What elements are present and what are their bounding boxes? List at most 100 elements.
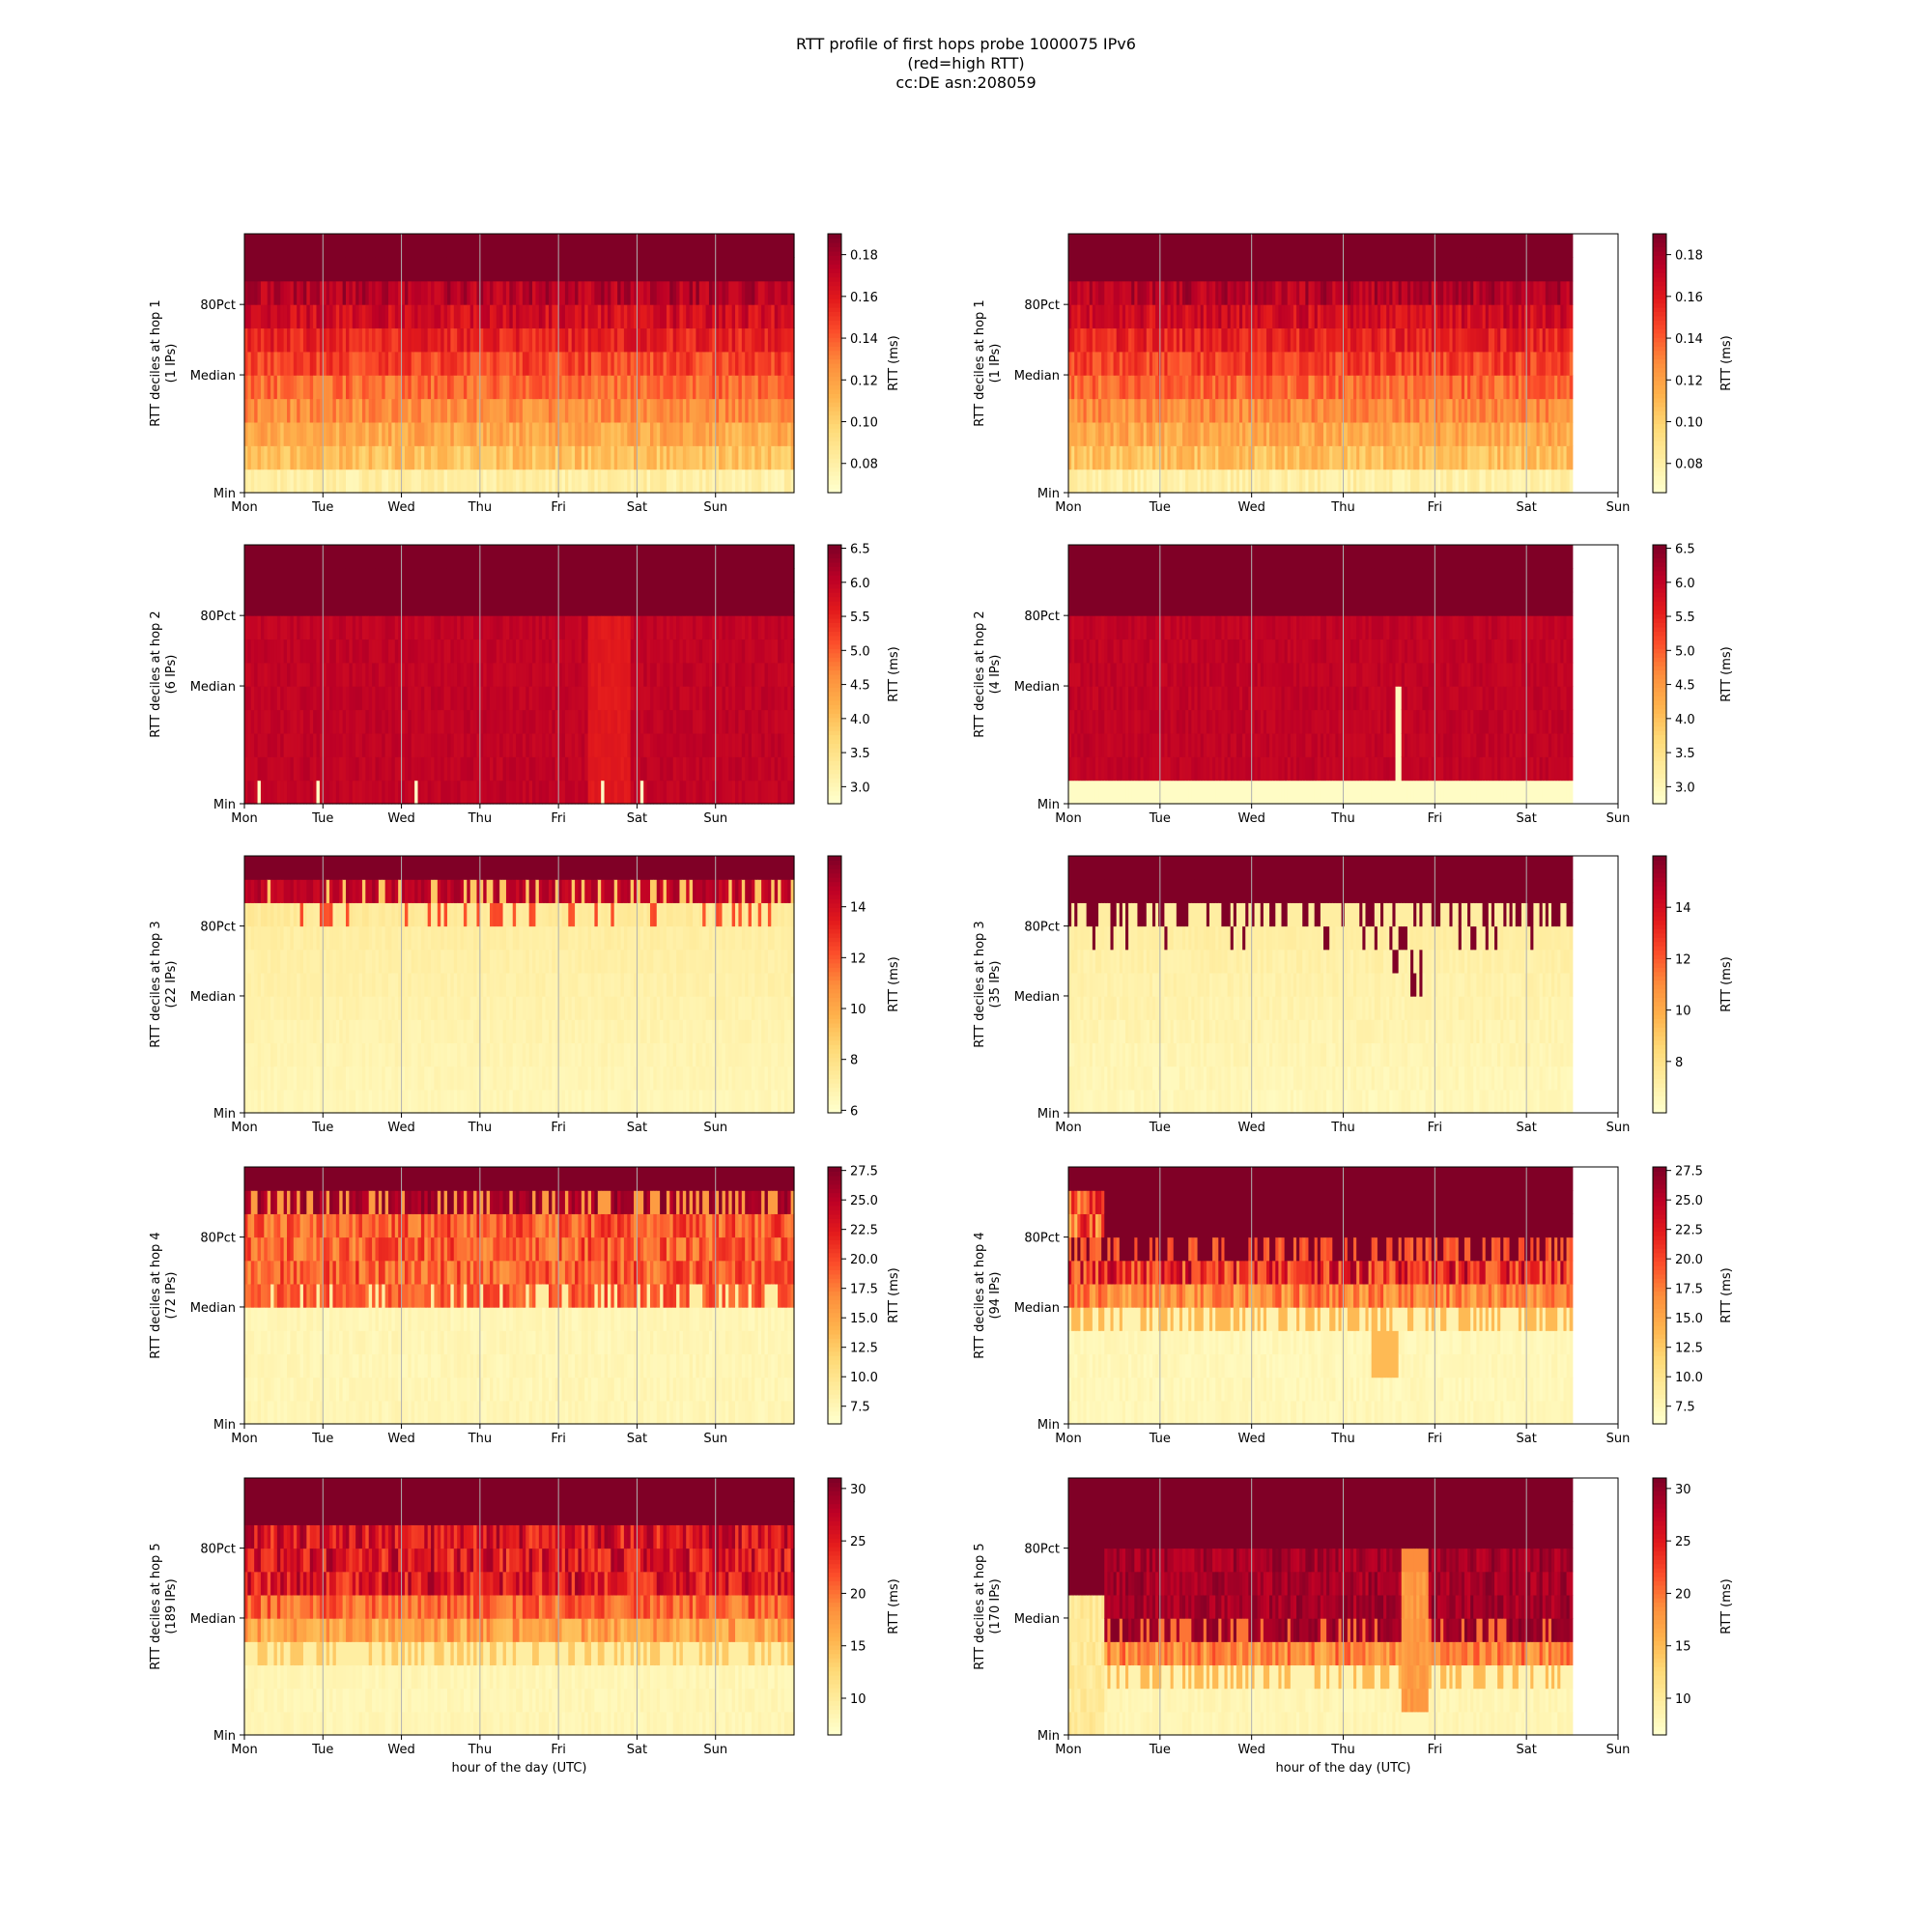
- heatmap-cell: [411, 445, 415, 470]
- heatmap-cell: [479, 469, 484, 494]
- heatmap-cell: [519, 327, 524, 353]
- heatmap-cell: [493, 327, 497, 353]
- heatmap-cell: [276, 351, 281, 376]
- heatmap-cell: [545, 469, 550, 494]
- heatmap-cell: [414, 280, 419, 305]
- heatmap-cell: [617, 398, 622, 423]
- colorbar-segment: [1653, 402, 1666, 408]
- heatmap-cell: [490, 351, 495, 376]
- heatmap-cell: [463, 351, 468, 376]
- heatmap-cell: [270, 421, 275, 446]
- heatmap-cell: [368, 351, 373, 376]
- heatmap-cell: [676, 398, 681, 423]
- heatmap-cell: [309, 375, 314, 400]
- heatmap-cell: [490, 375, 495, 400]
- heatmap-cell: [313, 421, 318, 446]
- colorbar-segment: [828, 397, 841, 403]
- heatmap-cell: [273, 421, 278, 446]
- colorbar-tick-label: 0.10: [850, 416, 878, 431]
- heatmap-cell: [637, 280, 641, 305]
- heatmap-cell: [437, 375, 441, 400]
- colorbar-segment: [828, 355, 841, 360]
- heatmap-cell: [637, 421, 641, 446]
- heatmap-cell: [564, 469, 569, 494]
- heatmap-cell: [584, 398, 589, 423]
- colorbar-segment: [828, 298, 841, 304]
- heatmap-cell: [693, 398, 696, 423]
- heatmap-cell: [542, 280, 547, 305]
- heatmap-cell: [1569, 375, 1574, 400]
- colorbar-segment: [828, 324, 841, 329]
- heatmap-cell: [250, 375, 255, 400]
- heatmap-cell: [660, 257, 665, 282]
- colorbar-segment: [828, 285, 841, 291]
- heatmap-cell: [264, 421, 269, 446]
- heatmap-cell: [666, 257, 670, 282]
- heatmap-cell: [479, 421, 484, 446]
- heatmap-cell: [270, 257, 275, 282]
- heatmap-cell: [584, 469, 589, 494]
- heatmap-cell: [437, 280, 441, 305]
- heatmap-cell: [313, 234, 318, 258]
- heatmap-cell: [554, 421, 559, 446]
- heatmap-cell: [535, 327, 540, 353]
- heatmap-cell: [568, 327, 573, 353]
- heatmap-cell: [587, 234, 592, 258]
- heatmap-cell: [283, 234, 288, 258]
- heatmap-cell: [355, 469, 360, 494]
- heatmap-cell: [332, 351, 337, 376]
- heatmap-cell: [571, 257, 576, 282]
- heatmap-cell: [375, 234, 380, 258]
- heatmap-cell: [247, 351, 252, 376]
- heatmap-cell: [490, 398, 495, 423]
- heatmap-cell: [620, 351, 625, 376]
- heatmap-cell: [519, 421, 524, 446]
- heatmap-cell: [335, 421, 340, 446]
- heatmap-cell: [597, 469, 602, 494]
- heatmap-cell: [339, 280, 344, 305]
- heatmap-cell: [276, 469, 281, 494]
- colorbar-segment: [1653, 470, 1666, 476]
- colorbar-segment: [1653, 234, 1666, 240]
- heatmap-cell: [446, 469, 451, 494]
- heatmap-cell: [434, 327, 439, 353]
- heatmap-cell: [607, 280, 611, 305]
- heatmap-cell: [446, 351, 451, 376]
- heatmap-cell: [457, 327, 462, 353]
- heatmap-cell: [299, 327, 304, 353]
- heatmap-cell: [267, 398, 271, 423]
- heatmap-cell: [483, 421, 488, 446]
- heatmap-cell: [309, 445, 314, 470]
- heatmap-cell: [283, 280, 288, 305]
- heatmap-cell: [663, 375, 668, 400]
- heatmap-cell: [378, 351, 383, 376]
- heatmap-cell: [437, 304, 441, 329]
- heatmap-cell: [388, 304, 393, 329]
- heatmap-cell: [493, 398, 497, 423]
- heatmap-cell: [499, 421, 504, 446]
- heatmap-cell: [309, 398, 314, 423]
- heatmap-cell: [457, 234, 462, 258]
- title-line-1: RTT profile of first hops probe 1000075 …: [796, 35, 1136, 53]
- heatmap-cell: [398, 327, 403, 353]
- heatmap-cell: [401, 469, 406, 494]
- heatmap-cell: [505, 280, 510, 305]
- heatmap-cell: [372, 351, 377, 376]
- heatmap-cell: [607, 351, 611, 376]
- colorbar-segment: [828, 294, 841, 299]
- heatmap-cell: [591, 257, 595, 282]
- heatmap-cell: [656, 257, 661, 282]
- colorbar-segment: [1653, 384, 1666, 390]
- colorbar-segment: [828, 432, 841, 438]
- heatmap-cell: [250, 280, 255, 305]
- heatmap-cell: [424, 304, 429, 329]
- heatmap-cell: [254, 445, 259, 470]
- heatmap-cell: [597, 445, 602, 470]
- heatmap-cell: [431, 445, 436, 470]
- heatmap-cell: [339, 327, 344, 353]
- heatmap-cell: [601, 257, 606, 282]
- heatmap-cell: [686, 445, 691, 470]
- colorbar-segment: [1653, 458, 1666, 464]
- heatmap-cell: [545, 257, 550, 282]
